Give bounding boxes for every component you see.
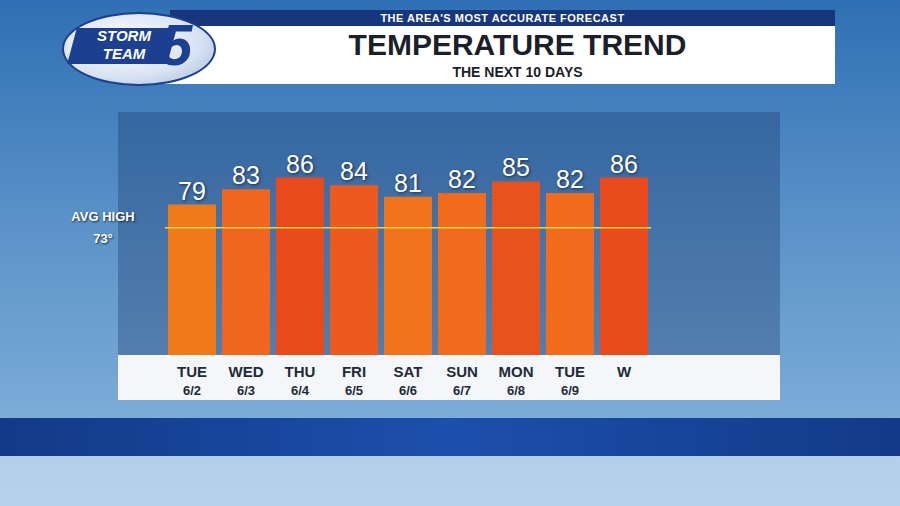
svg-text:6/8: 6/8 <box>507 383 525 398</box>
html-text:STORM: STORM <box>97 27 151 44</box>
svg-text:82: 82 <box>448 165 476 193</box>
svg-text:6/2: 6/2 <box>183 383 201 398</box>
svg-text:86: 86 <box>286 150 314 178</box>
svg-text:6/5: 6/5 <box>345 383 363 398</box>
svg-text:SUN: SUN <box>446 363 478 380</box>
svg-text:FRI: FRI <box>342 363 366 380</box>
html-text:TEMPERATURE TREND: TEMPERATURE TREND <box>348 28 687 61</box>
svg-text:73°: 73° <box>93 231 113 246</box>
svg-text:6/7: 6/7 <box>453 383 471 398</box>
svg-text:MON: MON <box>499 363 534 380</box>
svg-text:83: 83 <box>232 161 260 189</box>
html-text:TEAM: TEAM <box>102 45 146 62</box>
svg-text:WED: WED <box>229 363 264 380</box>
svg-text:6/3: 6/3 <box>237 383 255 398</box>
svg-text:TUE: TUE <box>177 363 207 380</box>
html-text:THE NEXT 10 DAYS: THE NEXT 10 DAYS <box>452 64 583 80</box>
svg-text:86: 86 <box>610 150 638 178</box>
svg-text:THU: THU <box>285 363 316 380</box>
svg-text:6/4: 6/4 <box>291 383 310 398</box>
svg-text:6/9: 6/9 <box>561 383 579 398</box>
svg-text:82: 82 <box>556 165 584 193</box>
svg-text:AVG HIGH: AVG HIGH <box>71 209 134 224</box>
svg-text:W: W <box>617 363 632 380</box>
html-text:5: 5 <box>160 12 193 77</box>
svg-text:6/6: 6/6 <box>399 383 417 398</box>
svg-text:84: 84 <box>340 157 368 185</box>
svg-text:SAT: SAT <box>394 363 423 380</box>
svg-text:79: 79 <box>178 177 206 205</box>
svg-text:85: 85 <box>502 153 530 181</box>
svg-text:TUE: TUE <box>555 363 585 380</box>
html-text:THE AREA'S MOST ACCURATE FOREC: THE AREA'S MOST ACCURATE FORECAST <box>380 12 625 24</box>
svg-text:81: 81 <box>394 169 422 197</box>
